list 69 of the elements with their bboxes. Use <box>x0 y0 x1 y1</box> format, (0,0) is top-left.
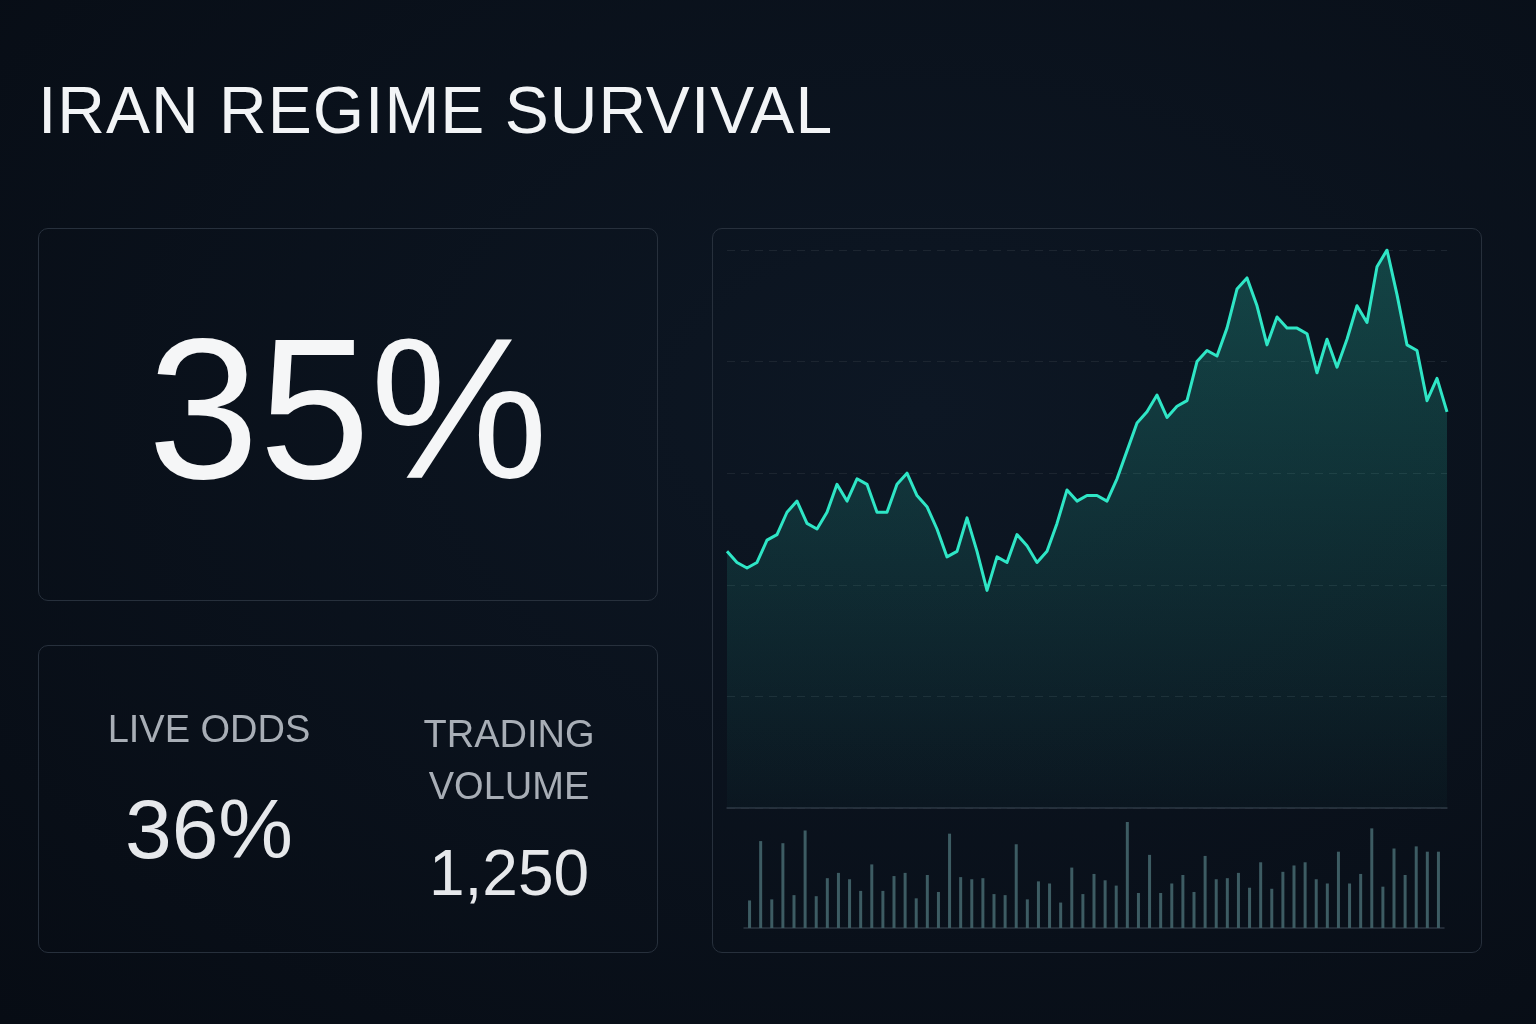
bar <box>1403 875 1407 928</box>
bar <box>825 878 829 928</box>
bar <box>803 830 807 928</box>
bar <box>1325 883 1329 928</box>
bar <box>936 891 940 928</box>
bar <box>1236 872 1240 928</box>
bar <box>1003 895 1007 928</box>
bar <box>1281 871 1285 928</box>
bar <box>759 841 763 928</box>
text: 1,250 <box>427 836 591 910</box>
bar <box>1425 851 1429 928</box>
bar <box>1348 883 1352 928</box>
text: LIVE ODDS <box>106 708 312 751</box>
bar <box>1392 848 1396 928</box>
bar <box>848 879 852 928</box>
bar <box>1048 883 1052 928</box>
bar <box>1314 879 1318 928</box>
bar <box>792 895 796 928</box>
bar <box>1370 828 1374 928</box>
bar <box>748 900 752 928</box>
bar <box>1125 822 1129 928</box>
bar <box>992 894 996 928</box>
bar <box>1336 851 1340 928</box>
bar <box>1103 880 1107 928</box>
bar <box>1136 893 1140 928</box>
bar <box>959 877 963 928</box>
bar <box>1225 878 1229 928</box>
bar <box>814 896 818 928</box>
text: 36% <box>123 781 295 878</box>
bar <box>1203 855 1207 928</box>
bar <box>1170 883 1174 928</box>
bar <box>1436 851 1440 928</box>
bar <box>1181 875 1185 928</box>
bar <box>1059 902 1063 928</box>
bar <box>1414 846 1418 928</box>
bar <box>1070 867 1074 928</box>
bar <box>1025 899 1029 928</box>
bar <box>770 899 774 928</box>
bar <box>1036 881 1040 928</box>
bar <box>1303 862 1307 928</box>
bar <box>859 890 863 928</box>
bar <box>1081 894 1085 928</box>
bar <box>1259 862 1263 928</box>
bar <box>1159 893 1163 928</box>
bar <box>1192 891 1196 928</box>
bar <box>870 864 874 928</box>
bar <box>948 833 952 928</box>
bar <box>903 872 907 928</box>
bar <box>1248 887 1252 928</box>
text: TRADING VOLUME <box>422 712 596 809</box>
bar <box>836 872 840 928</box>
text: 35% <box>146 297 550 520</box>
bar <box>1148 854 1152 928</box>
bar <box>881 890 885 928</box>
text: IRAN REGIME SURVIVAL <box>38 72 834 148</box>
bar <box>981 878 985 928</box>
bar <box>1214 879 1218 928</box>
bar <box>781 843 785 928</box>
bar <box>1292 865 1296 928</box>
bar <box>925 875 929 928</box>
bar <box>914 898 918 928</box>
bar <box>1381 886 1385 928</box>
bar <box>1270 888 1274 928</box>
bar <box>970 879 974 928</box>
bar <box>1359 873 1363 928</box>
bar <box>1014 844 1018 928</box>
bar <box>892 876 896 928</box>
bar <box>1092 873 1096 928</box>
bar <box>1114 885 1118 928</box>
